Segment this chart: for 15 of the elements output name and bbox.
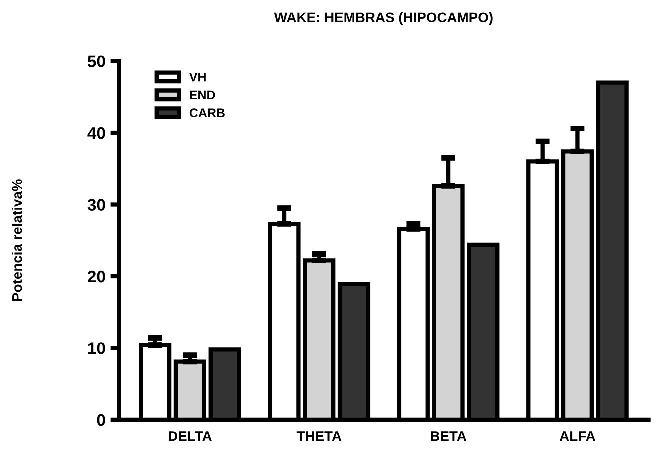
legend-label: END bbox=[190, 90, 216, 100]
x-tick-label: THETA bbox=[296, 432, 342, 442]
y-tick-label: 0 bbox=[97, 414, 106, 426]
y-tick-label: 50 bbox=[88, 56, 106, 68]
legend-label: CARB bbox=[190, 108, 225, 118]
x-tick-label: BETA bbox=[431, 432, 467, 442]
chart-title: WAKE: HEMBRAS (HIPOCAMPO) bbox=[274, 12, 493, 26]
y-tick-label: 40 bbox=[88, 127, 106, 140]
y-tick-label: 10 bbox=[88, 342, 106, 354]
y-tick-label: 20 bbox=[88, 270, 106, 283]
x-tick-label: ALFA bbox=[560, 432, 596, 442]
y-tick-label: 30 bbox=[88, 199, 106, 211]
x-tick-label: DELTA bbox=[169, 432, 212, 442]
legend-label: VH bbox=[189, 73, 206, 82]
y-axis-title: Potencia relativa% bbox=[12, 180, 22, 302]
